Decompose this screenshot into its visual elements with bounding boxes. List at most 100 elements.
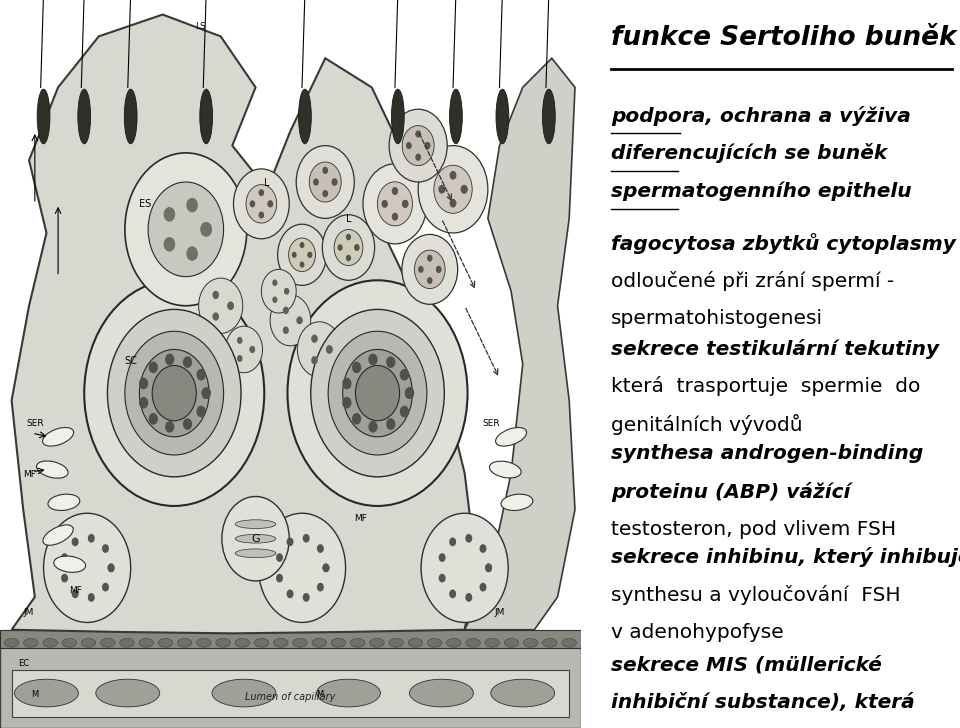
Circle shape bbox=[276, 574, 283, 582]
Circle shape bbox=[302, 593, 310, 602]
Circle shape bbox=[402, 199, 408, 208]
Ellipse shape bbox=[501, 494, 533, 510]
Text: MF: MF bbox=[23, 470, 36, 479]
Circle shape bbox=[153, 365, 196, 421]
Circle shape bbox=[427, 255, 433, 261]
Ellipse shape bbox=[562, 638, 576, 647]
Ellipse shape bbox=[82, 638, 96, 647]
Circle shape bbox=[286, 590, 294, 598]
Circle shape bbox=[399, 369, 409, 381]
Text: M: M bbox=[316, 690, 324, 700]
Circle shape bbox=[228, 301, 234, 310]
Circle shape bbox=[369, 421, 377, 432]
Circle shape bbox=[237, 355, 243, 362]
Text: spermatohistogenesi: spermatohistogenesi bbox=[612, 309, 823, 328]
Circle shape bbox=[317, 544, 324, 553]
Ellipse shape bbox=[523, 638, 538, 647]
Text: JM: JM bbox=[495, 608, 505, 617]
Circle shape bbox=[186, 246, 198, 261]
Circle shape bbox=[354, 244, 359, 250]
Circle shape bbox=[449, 171, 457, 180]
Circle shape bbox=[479, 544, 487, 553]
Circle shape bbox=[61, 574, 68, 582]
Text: testosteron, pod vlivem FSH: testosteron, pod vlivem FSH bbox=[612, 520, 897, 539]
Circle shape bbox=[307, 252, 312, 258]
Text: diferencujících se buněk: diferencujících se buněk bbox=[612, 143, 887, 163]
Ellipse shape bbox=[78, 90, 90, 143]
Circle shape bbox=[222, 496, 289, 581]
Circle shape bbox=[199, 278, 243, 333]
Ellipse shape bbox=[331, 638, 346, 647]
Circle shape bbox=[416, 154, 421, 161]
Ellipse shape bbox=[392, 90, 404, 143]
Circle shape bbox=[449, 537, 456, 546]
Circle shape bbox=[342, 397, 351, 408]
Text: SC: SC bbox=[124, 356, 137, 366]
Circle shape bbox=[416, 130, 421, 138]
Ellipse shape bbox=[24, 638, 38, 647]
Circle shape bbox=[352, 413, 361, 424]
Circle shape bbox=[421, 513, 508, 622]
Ellipse shape bbox=[139, 638, 154, 647]
Text: sekrece testikulární tekutiny: sekrece testikulární tekutiny bbox=[612, 339, 939, 358]
Circle shape bbox=[182, 356, 192, 368]
Ellipse shape bbox=[490, 461, 521, 478]
Circle shape bbox=[466, 534, 472, 542]
Circle shape bbox=[139, 378, 148, 389]
Circle shape bbox=[258, 189, 264, 196]
Circle shape bbox=[389, 109, 447, 182]
Circle shape bbox=[323, 190, 328, 197]
Circle shape bbox=[270, 295, 311, 346]
Ellipse shape bbox=[197, 638, 211, 647]
Circle shape bbox=[289, 238, 316, 272]
Ellipse shape bbox=[370, 638, 384, 647]
Circle shape bbox=[273, 280, 277, 286]
Circle shape bbox=[346, 234, 351, 240]
Circle shape bbox=[334, 229, 363, 266]
Circle shape bbox=[148, 182, 224, 277]
Circle shape bbox=[268, 200, 273, 207]
Text: spermatogenního epithelu: spermatogenního epithelu bbox=[612, 181, 912, 201]
Circle shape bbox=[323, 563, 329, 572]
Circle shape bbox=[284, 288, 289, 294]
Circle shape bbox=[182, 419, 192, 430]
Circle shape bbox=[201, 222, 212, 237]
Circle shape bbox=[479, 583, 487, 592]
Text: ES: ES bbox=[139, 199, 152, 210]
Circle shape bbox=[307, 252, 312, 258]
Circle shape bbox=[311, 309, 444, 477]
Circle shape bbox=[276, 553, 283, 562]
Ellipse shape bbox=[62, 638, 77, 647]
Circle shape bbox=[328, 331, 427, 455]
Circle shape bbox=[246, 185, 276, 223]
Circle shape bbox=[311, 356, 318, 365]
Ellipse shape bbox=[299, 90, 311, 143]
Ellipse shape bbox=[449, 90, 463, 143]
Text: genitálních vývodů: genitálních vývodů bbox=[612, 414, 803, 435]
Ellipse shape bbox=[158, 638, 173, 647]
Circle shape bbox=[338, 244, 343, 250]
Ellipse shape bbox=[96, 679, 159, 707]
Circle shape bbox=[363, 164, 427, 244]
Bar bbox=[0, 644, 581, 728]
Ellipse shape bbox=[101, 638, 115, 647]
Text: odloučené při zrání spermí -: odloučené při zrání spermí - bbox=[612, 271, 895, 290]
Text: M: M bbox=[32, 690, 38, 700]
Circle shape bbox=[419, 266, 423, 273]
Ellipse shape bbox=[408, 638, 422, 647]
Circle shape bbox=[309, 162, 341, 202]
Polygon shape bbox=[12, 15, 476, 633]
Circle shape bbox=[298, 322, 342, 377]
Ellipse shape bbox=[427, 638, 442, 647]
Circle shape bbox=[297, 146, 354, 218]
Circle shape bbox=[212, 290, 219, 299]
Ellipse shape bbox=[216, 638, 230, 647]
Ellipse shape bbox=[496, 90, 509, 143]
Circle shape bbox=[84, 280, 264, 506]
Text: sekrece inhibinu, který inhibuje: sekrece inhibinu, který inhibuje bbox=[612, 547, 960, 567]
Circle shape bbox=[326, 345, 333, 354]
Circle shape bbox=[485, 563, 492, 572]
Circle shape bbox=[149, 362, 158, 373]
Circle shape bbox=[102, 544, 108, 553]
Ellipse shape bbox=[178, 638, 192, 647]
